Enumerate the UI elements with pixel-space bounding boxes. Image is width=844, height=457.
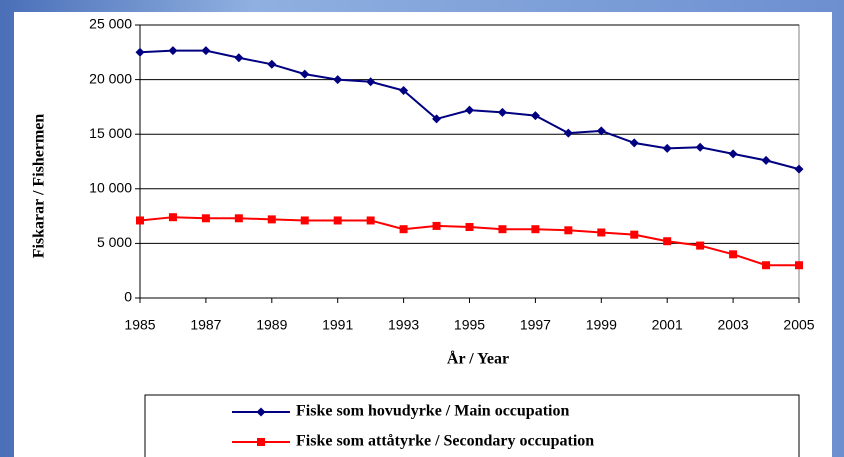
legend-label: Fiske som hovudyrke / Main occupation [296,403,569,420]
x-tick-label: 1985 [124,317,155,333]
marker [366,216,375,225]
x-tick-label: 1999 [586,317,617,333]
x-tick-label: 1989 [256,317,287,333]
marker [234,214,243,223]
legend-label: Fiske som attåtyrke / Secondary occupati… [296,433,594,450]
marker [794,164,804,174]
y-tick-label: 25 000 [89,16,132,32]
x-tick-label: 2001 [652,317,683,333]
marker [267,59,277,69]
x-tick-label: 1987 [190,317,221,333]
marker [432,114,442,124]
marker [695,142,705,152]
marker [257,438,265,446]
marker [729,250,738,259]
marker [465,223,474,232]
marker [530,111,540,121]
marker [795,261,803,270]
legend-box [144,394,800,457]
marker [234,53,244,63]
marker [762,261,771,270]
marker [366,77,376,87]
marker [201,214,210,223]
marker [630,230,639,239]
marker [497,107,507,117]
marker [696,241,705,250]
marker [531,225,540,234]
marker [136,216,144,225]
x-tick-label: 2005 [783,317,814,333]
x-tick-label: 2003 [718,317,749,333]
marker [201,46,211,56]
marker [168,213,177,222]
marker [399,225,408,234]
chart-area [14,12,832,457]
x-tick-label: 1997 [520,317,551,333]
marker [629,138,639,148]
x-tick-label: 1993 [388,317,419,333]
y-tick-label: 0 [124,289,132,305]
x-tick-label: 1991 [322,317,353,333]
marker [761,155,771,165]
marker [596,126,606,136]
y-tick-label: 15 000 [89,125,132,141]
y-tick-label: 5 000 [97,234,132,250]
marker [663,237,672,246]
marker [662,143,672,153]
marker [498,225,507,234]
y-axis-label: Fiskarar / Fishermen [31,114,48,259]
marker [267,215,276,224]
marker [432,221,441,230]
marker [256,407,266,417]
marker [135,47,145,57]
y-tick-label: 20 000 [89,70,132,86]
marker [564,226,573,235]
marker [333,216,342,225]
y-tick-label: 10 000 [89,180,132,196]
x-tick-label: 1995 [454,317,485,333]
marker [465,105,474,115]
marker [563,128,573,138]
marker [168,46,178,56]
marker [300,69,310,79]
marker [399,86,409,96]
x-axis-label: År / Year [447,350,509,368]
marker [728,149,738,159]
marker [597,228,606,237]
marker [333,75,343,85]
marker [300,216,309,225]
